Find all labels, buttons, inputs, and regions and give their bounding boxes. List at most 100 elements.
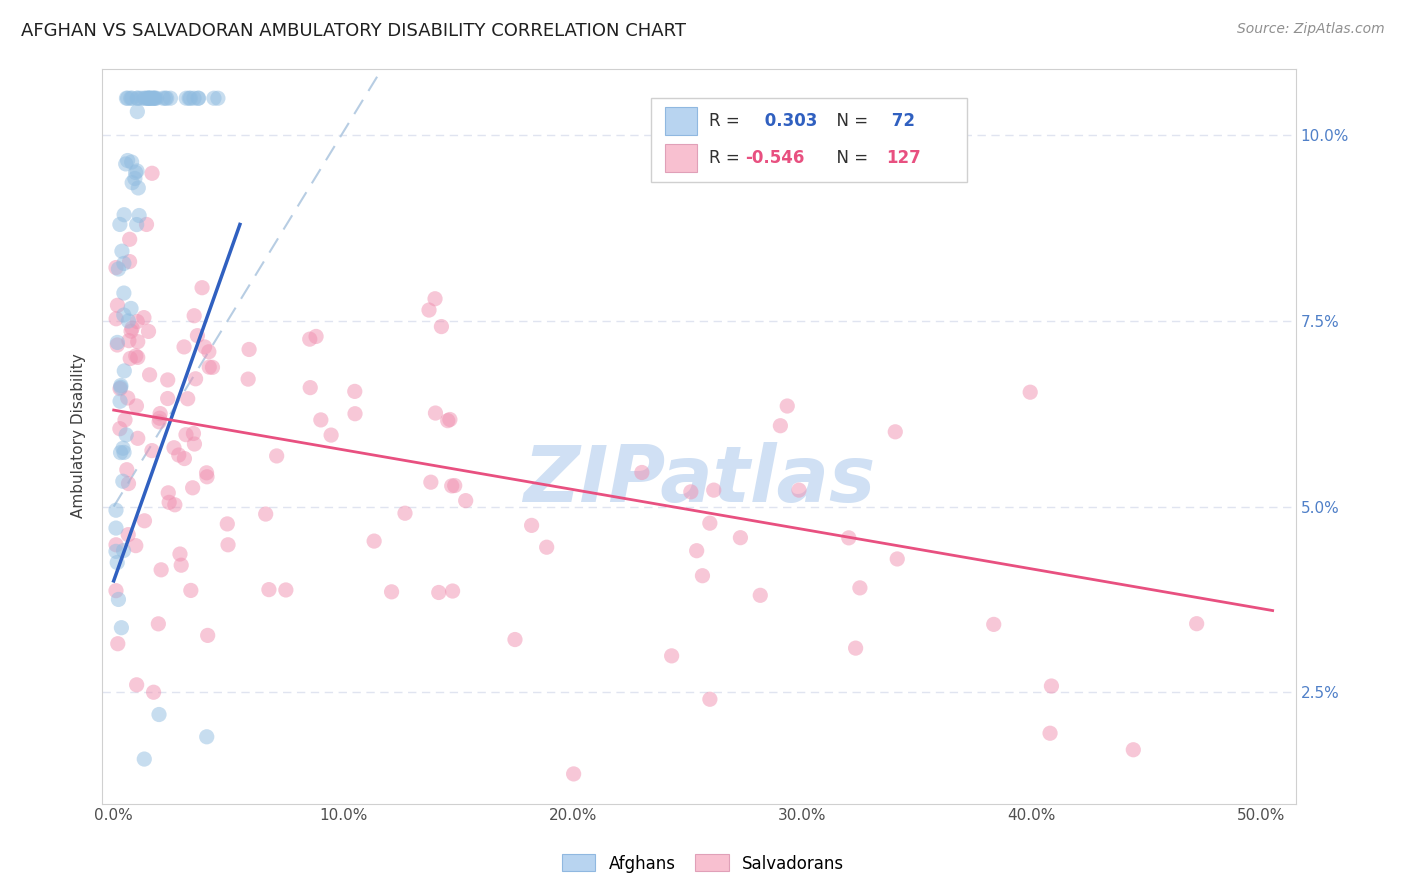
- Point: [127, 334, 149, 349]
- Point: [536, 540, 558, 554]
- Point: [139, 91, 162, 105]
- Point: [111, 475, 134, 489]
- Point: [1040, 679, 1063, 693]
- Point: [845, 641, 868, 656]
- Point: [112, 256, 135, 270]
- Point: [201, 360, 224, 375]
- Point: [117, 527, 139, 541]
- Point: [114, 157, 136, 171]
- Point: [769, 418, 792, 433]
- Point: [167, 448, 190, 462]
- Point: [117, 91, 139, 105]
- Point: [125, 539, 148, 553]
- Point: [679, 484, 702, 499]
- Point: [174, 427, 197, 442]
- Point: [136, 91, 159, 105]
- Point: [344, 407, 367, 421]
- Point: [430, 319, 453, 334]
- Point: [443, 478, 465, 492]
- Text: N =: N =: [827, 149, 873, 167]
- Point: [112, 445, 135, 459]
- Point: [195, 730, 218, 744]
- Point: [440, 479, 463, 493]
- Point: [148, 616, 170, 631]
- Point: [107, 637, 129, 651]
- Point: [319, 428, 342, 442]
- Point: [121, 155, 143, 169]
- Point: [127, 104, 149, 119]
- Point: [849, 581, 872, 595]
- Point: [150, 563, 173, 577]
- Point: [197, 628, 219, 642]
- Point: [138, 91, 160, 105]
- Point: [343, 384, 366, 399]
- Point: [120, 324, 142, 338]
- Point: [305, 329, 328, 343]
- Point: [520, 518, 543, 533]
- Point: [155, 91, 177, 105]
- Point: [179, 91, 201, 105]
- Point: [112, 286, 135, 301]
- Point: [983, 617, 1005, 632]
- Point: [108, 394, 131, 409]
- Point: [439, 412, 461, 426]
- Point: [562, 767, 585, 781]
- Text: 0.303: 0.303: [759, 112, 818, 130]
- Point: [419, 475, 441, 490]
- Point: [145, 91, 167, 105]
- Point: [127, 351, 149, 365]
- Point: [195, 466, 218, 480]
- Point: [436, 414, 458, 428]
- Point: [217, 516, 239, 531]
- Point: [298, 332, 321, 346]
- Point: [138, 91, 160, 105]
- Point: [194, 340, 217, 354]
- Point: [115, 463, 138, 477]
- Point: [105, 311, 128, 326]
- Point: [121, 321, 143, 335]
- Point: [198, 344, 221, 359]
- Point: [115, 428, 138, 442]
- Point: [121, 91, 143, 105]
- Point: [110, 621, 132, 635]
- Point: [886, 552, 908, 566]
- Point: [124, 165, 146, 179]
- Point: [163, 441, 186, 455]
- Point: [441, 584, 464, 599]
- Point: [118, 254, 141, 268]
- Point: [142, 91, 165, 105]
- Point: [112, 364, 135, 378]
- Point: [108, 218, 131, 232]
- Point: [111, 244, 134, 259]
- Point: [104, 503, 127, 517]
- Point: [394, 506, 416, 520]
- Point: [120, 351, 142, 366]
- Point: [157, 495, 180, 509]
- Point: [110, 380, 132, 394]
- Point: [148, 707, 170, 722]
- Point: [363, 534, 385, 549]
- Point: [174, 91, 197, 105]
- Point: [107, 262, 129, 277]
- Point: [142, 91, 165, 105]
- Point: [104, 544, 127, 558]
- Text: AFGHAN VS SALVADORAN AMBULATORY DISABILITY CORRELATION CHART: AFGHAN VS SALVADORAN AMBULATORY DISABILI…: [21, 22, 686, 40]
- Y-axis label: Ambulatory Disability: Ambulatory Disability: [72, 354, 86, 518]
- Point: [183, 309, 205, 323]
- Point: [134, 752, 156, 766]
- Point: [730, 531, 752, 545]
- Text: 127: 127: [886, 149, 921, 167]
- Point: [274, 582, 297, 597]
- Point: [132, 310, 155, 325]
- Point: [127, 181, 149, 195]
- Point: [176, 392, 198, 406]
- Point: [254, 507, 277, 521]
- Point: [141, 443, 163, 458]
- Legend: Afghans, Salvadorans: Afghans, Salvadorans: [555, 847, 851, 880]
- Point: [418, 303, 440, 318]
- Point: [138, 325, 160, 339]
- Point: [152, 91, 174, 105]
- Point: [148, 415, 170, 429]
- Point: [104, 583, 127, 598]
- Point: [118, 232, 141, 246]
